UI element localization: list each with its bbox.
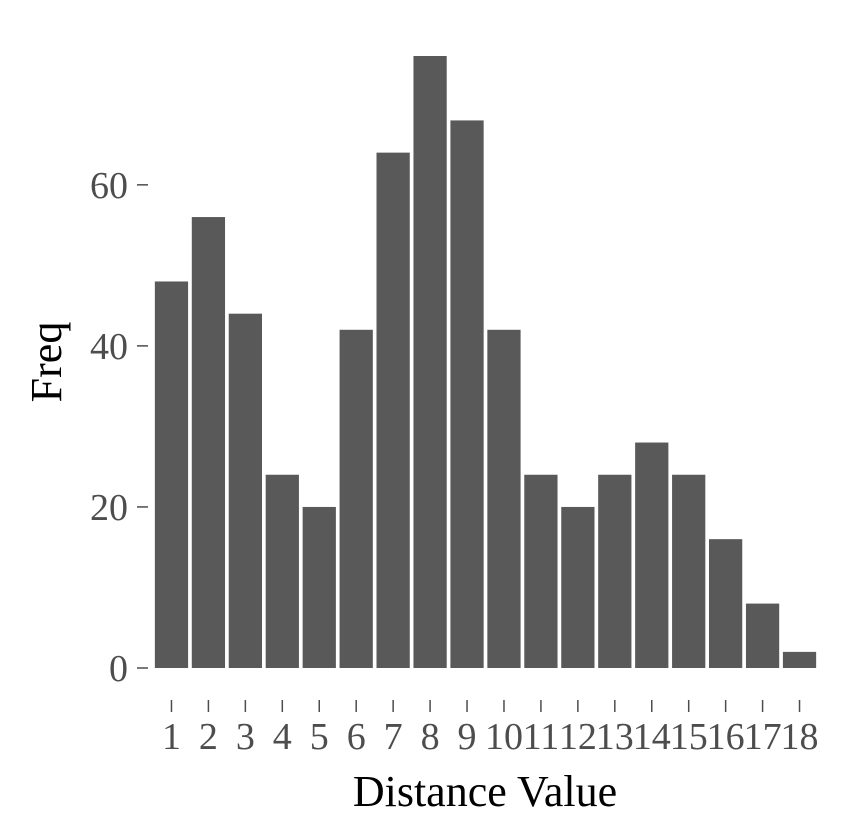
bar-10 <box>487 329 521 668</box>
x-tick-label-9: 9 <box>458 716 477 758</box>
x-tick-label-10: 10 <box>485 716 523 758</box>
bar-14 <box>635 442 669 668</box>
x-tick-label-18: 18 <box>781 716 819 758</box>
x-axis-title: Distance Value <box>353 767 617 816</box>
bar-2 <box>191 217 226 669</box>
x-tick-label-14: 14 <box>633 716 671 758</box>
x-tick-label-7: 7 <box>384 716 403 758</box>
bar-11 <box>524 474 558 668</box>
x-tick-label-13: 13 <box>596 716 634 758</box>
y-tick-label-20: 20 <box>90 487 128 529</box>
x-tick-label-17: 17 <box>744 716 782 758</box>
x-tick-label-12: 12 <box>559 716 597 758</box>
bar-1 <box>154 281 189 668</box>
x-tick-label-6: 6 <box>347 716 366 758</box>
bar-13 <box>598 474 632 668</box>
x-tick-label-11: 11 <box>523 716 560 758</box>
x-tick-label-15: 15 <box>670 716 708 758</box>
bar-3 <box>228 313 262 668</box>
bar-4 <box>265 474 299 668</box>
x-tick-label-1: 1 <box>162 716 181 758</box>
bar-17 <box>745 603 780 668</box>
x-tick-label-2: 2 <box>199 716 218 758</box>
x-tick-label-5: 5 <box>310 716 329 758</box>
bar-18 <box>782 651 817 668</box>
bar-12 <box>561 506 595 668</box>
x-tick-label-3: 3 <box>236 716 255 758</box>
x-tick-label-4: 4 <box>273 716 292 758</box>
y-tick-label-0: 0 <box>109 648 128 690</box>
bar-7 <box>376 152 410 668</box>
x-tick-label-16: 16 <box>707 716 745 758</box>
bar-15 <box>672 474 706 668</box>
bar-5 <box>302 506 336 668</box>
bar-9 <box>450 120 484 669</box>
y-axis: 0 20 40 60 <box>90 165 148 690</box>
bar-6 <box>339 329 373 668</box>
bar-16 <box>709 539 743 668</box>
x-tick-label-8: 8 <box>421 716 440 758</box>
y-tick-label-40: 40 <box>90 326 128 368</box>
y-axis-title: Freq <box>22 322 71 403</box>
y-tick-label-60: 60 <box>90 165 128 207</box>
bars-group <box>154 56 817 669</box>
bar-8 <box>413 56 447 668</box>
